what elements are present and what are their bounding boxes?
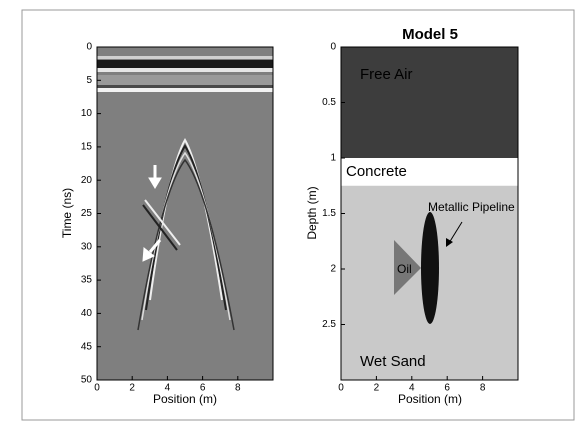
y-tick-label: 0 [86,42,92,53]
y-tick-label: 15 [81,142,93,153]
y-tick-label: 1.5 [322,208,336,219]
chart-title: Model 5 [402,26,458,43]
annotation: Oil [397,262,412,276]
annotation-arrowhead [446,238,453,247]
x-tick-label: 8 [480,383,486,394]
reflection-band [97,68,273,72]
x-tick-label: 6 [200,383,206,394]
y-tick-label: 0 [330,42,336,53]
x-tick-label: 4 [165,383,171,394]
y-tick-label: 0.5 [322,97,336,108]
x-tick-label: 0 [338,383,344,394]
y-tick-label: 20 [81,175,93,186]
x-tick-label: 2 [129,383,135,394]
model-panel: Free Air Concrete Wet Sand Metallic Pipeli… [305,26,519,406]
layer [341,158,518,186]
y-tick-label: 2.5 [322,319,336,330]
x-tick-label: 4 [409,383,415,394]
y-tick-label: 45 [81,341,93,352]
figure-border [21,9,575,421]
x-tick-label: 0 [94,383,100,394]
annotation-arrow [448,221,463,244]
y-tick-label: 25 [81,208,93,219]
x-tick-label: 8 [235,383,241,394]
arrow [142,165,162,262]
y-tick-label: 10 [81,108,93,119]
y-tick-label: 40 [81,308,93,319]
y-axis-label: Depth (m) [305,186,319,239]
y-tick-label: 30 [81,241,93,252]
layer-label: Concrete [346,163,407,180]
radargram-image [97,47,273,380]
hyperbola [137,137,235,331]
reflection-band [97,88,273,92]
reflection-band [97,85,273,88]
y-tick-label: 2 [330,264,336,275]
y-tick-label: 1 [330,153,336,164]
annotation: Metallic Pipeline [428,200,515,214]
x-axis-label: Position (m) [153,392,217,406]
y-axis-label: Time (ns) [60,188,74,238]
reflection-band [97,75,273,85]
y-tick-label: 50 [81,375,93,386]
oil-triangle [394,240,421,295]
x-axis-label: Position (m) [398,392,462,406]
x-tick-label: 6 [444,383,450,394]
reflection-band [97,60,273,68]
x-tick-label: 2 [374,383,380,394]
reflection-band [97,56,273,59]
layer-label: Free Air [360,66,413,83]
y-tick-label: 5 [86,75,92,86]
radargram-panel: Position (m) Time (ns) 0 2 4 6 8 0 5 10 15 20 25 30… [60,42,274,406]
layer-label: Wet Sand [360,353,426,370]
layer [341,47,518,158]
pipeline [421,212,439,324]
y-tick-label: 35 [81,275,93,286]
